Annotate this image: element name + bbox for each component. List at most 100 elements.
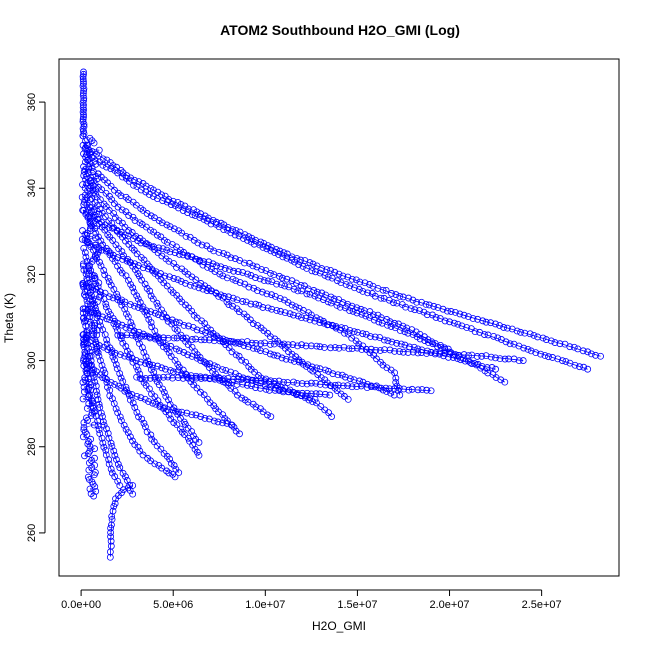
data-point [353, 304, 361, 312]
data-point [502, 338, 510, 346]
data-point [327, 344, 334, 352]
data-point [289, 341, 297, 348]
data-point [267, 269, 274, 277]
data-point [138, 332, 145, 340]
data-point [114, 169, 121, 177]
data-point [346, 282, 354, 290]
data-point [309, 260, 317, 268]
data-point [230, 423, 238, 431]
data-point [239, 298, 247, 305]
data-point [317, 374, 325, 382]
data-point [532, 349, 540, 357]
data-point [99, 161, 107, 169]
data-point [340, 343, 348, 351]
series-line-segment [87, 142, 95, 146]
data-point [293, 379, 301, 387]
data-point [405, 294, 412, 302]
data-layer [78, 68, 604, 561]
data-point [359, 378, 367, 386]
data-point [200, 258, 208, 266]
data-point [273, 280, 281, 288]
data-point [429, 311, 436, 319]
data-point [103, 336, 111, 344]
data-point [371, 333, 379, 341]
data-point [434, 343, 441, 350]
data-point [225, 266, 233, 274]
data-point [205, 336, 213, 344]
data-point [83, 331, 91, 339]
data-point [80, 283, 88, 291]
data-point [201, 374, 209, 382]
data-point [268, 291, 275, 299]
data-point [215, 248, 223, 256]
data-point [86, 160, 94, 168]
data-point [312, 379, 320, 387]
data-point [95, 400, 103, 408]
series-line-segment [83, 135, 90, 139]
data-point [94, 349, 102, 357]
series-line-segment [88, 450, 91, 454]
y-tick-label: 280 [26, 438, 38, 456]
data-point [146, 333, 153, 341]
data-point [177, 414, 184, 422]
data-point [80, 419, 88, 427]
data-point [207, 220, 215, 228]
data-point [344, 395, 352, 403]
data-point [149, 267, 156, 275]
data-point [580, 363, 588, 371]
data-point [154, 311, 162, 319]
data-point [460, 311, 468, 319]
data-point [311, 317, 319, 325]
data-point [118, 332, 126, 340]
data-point [451, 308, 459, 316]
data-point [90, 331, 97, 339]
data-point [381, 346, 388, 354]
data-point [90, 492, 98, 500]
data-point [112, 405, 120, 413]
data-point [109, 224, 116, 232]
data-point [285, 348, 292, 356]
data-point [79, 99, 87, 107]
data-point [155, 334, 163, 341]
data-point [83, 297, 91, 305]
data-point [392, 374, 400, 382]
data-point [178, 428, 186, 436]
data-point [133, 183, 141, 190]
data-point [227, 368, 235, 376]
data-point [111, 452, 119, 459]
data-point [244, 343, 252, 351]
data-point [517, 328, 524, 336]
data-point [392, 291, 400, 298]
data-point [316, 380, 324, 388]
data-point [180, 321, 188, 329]
data-point [166, 248, 174, 256]
data-point [267, 377, 274, 385]
data-point [189, 441, 197, 449]
data-point [219, 335, 227, 343]
data-point [100, 366, 107, 374]
data-point [267, 413, 275, 420]
data-point [145, 360, 153, 368]
data-point [566, 343, 574, 351]
data-point [179, 251, 187, 259]
data-point [454, 320, 462, 328]
data-point [159, 313, 166, 321]
data-point [175, 347, 183, 355]
data-point [132, 357, 140, 364]
data-point [87, 267, 95, 274]
data-point [571, 361, 579, 369]
data-point [497, 376, 505, 384]
data-point [158, 306, 165, 314]
data-point [302, 342, 310, 350]
data-point [122, 343, 130, 350]
data-point [183, 373, 191, 381]
data-point [127, 281, 135, 288]
data-point [85, 379, 93, 386]
data-point [151, 460, 159, 468]
data-point [353, 344, 361, 352]
data-point [123, 331, 131, 339]
data-point [175, 250, 183, 258]
data-point [141, 395, 149, 403]
profile-series-21 [80, 357, 236, 429]
series-line-segment [84, 453, 89, 457]
